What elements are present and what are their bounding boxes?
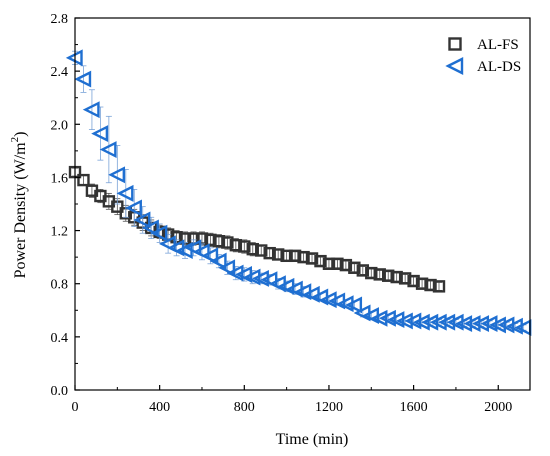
- data-point-triangle: [158, 235, 176, 253]
- data-point-triangle: [260, 271, 278, 289]
- data-point-triangle: [345, 296, 363, 314]
- data-point-square: [365, 266, 378, 280]
- data-point-square: [238, 240, 251, 253]
- data-point-square: [373, 268, 386, 281]
- data-point-square: [322, 257, 336, 270]
- data-point-triangle: [472, 315, 490, 333]
- x-tick-label: 1200: [315, 400, 343, 415]
- data-point-triangle: [412, 313, 430, 331]
- data-point-triangle: [125, 199, 142, 217]
- data-point-square: [398, 272, 412, 285]
- data-point-triangle: [184, 239, 202, 257]
- legend-marker-square: [448, 37, 462, 51]
- series-layer: [65, 49, 532, 336]
- y-axis-title-sup: 2: [9, 137, 21, 143]
- data-point-triangle: [421, 313, 439, 331]
- data-point-square: [424, 278, 437, 292]
- data-point-square: [280, 249, 293, 263]
- y-axis-title-end: ): [12, 132, 29, 137]
- data-point-triangle: [438, 313, 456, 331]
- data-point-square: [356, 264, 370, 277]
- data-point-triangle: [142, 219, 159, 237]
- data-point-triangle: [455, 315, 473, 333]
- y-tick-label: 2.4: [51, 65, 69, 80]
- x-tick-label: 800: [234, 400, 255, 415]
- data-point-square: [229, 238, 243, 252]
- y-tick-label: 1.6: [51, 171, 69, 186]
- data-point-square: [432, 280, 446, 293]
- data-point-square: [339, 258, 353, 272]
- y-tick-label: 2.8: [51, 12, 69, 27]
- x-tick-label: 400: [149, 400, 170, 415]
- legend: AL-FS AL-DS: [445, 37, 521, 75]
- data-point-triangle: [82, 101, 100, 119]
- x-tick-label: 1600: [400, 400, 428, 415]
- data-point-triangle: [192, 243, 210, 261]
- series-AL-DS: [65, 49, 532, 336]
- data-point-square: [382, 269, 395, 282]
- data-point-triangle: [91, 125, 109, 143]
- legend-marker-triangle: [445, 57, 464, 75]
- data-point-square: [305, 252, 319, 265]
- data-point-triangle: [463, 315, 481, 333]
- data-point-square: [288, 249, 302, 263]
- data-point-triangle: [429, 313, 447, 331]
- data-point-triangle: [395, 312, 413, 330]
- data-point-triangle: [209, 252, 227, 270]
- data-point-triangle: [201, 247, 219, 265]
- y-tick-label: 0.8: [51, 278, 69, 293]
- y-tick-label: 2.0: [51, 118, 69, 133]
- data-point-triangle: [74, 70, 92, 88]
- data-point-triangle: [370, 309, 388, 327]
- data-point-triangle: [489, 316, 506, 334]
- data-point-triangle: [133, 211, 151, 229]
- data-point-square: [263, 246, 276, 260]
- data-point-square: [390, 270, 403, 284]
- data-point-square: [415, 277, 429, 290]
- legend-label: AL-DS: [477, 59, 521, 75]
- data-point-square: [221, 236, 234, 249]
- data-point-square: [407, 274, 420, 288]
- y-axis-title: Power Density (W/m2): [9, 132, 29, 279]
- data-point-square: [246, 242, 259, 256]
- data-point-square: [255, 244, 268, 257]
- x-axis-title: Time (min): [276, 431, 349, 448]
- data-point-square: [271, 248, 285, 261]
- data-point-square: [212, 234, 226, 248]
- data-point-square: [348, 261, 361, 274]
- data-point-square: [204, 233, 217, 247]
- y-axis-title-main: Power Density (W/m: [12, 142, 29, 279]
- y-tick-label: 0.0: [51, 384, 69, 399]
- legend-label: AL-FS: [477, 37, 519, 53]
- data-point-triangle: [108, 166, 126, 184]
- data-point-square: [331, 257, 344, 270]
- x-tick-label: 0: [72, 400, 79, 415]
- y-tick-label: 1.2: [51, 225, 69, 240]
- axes-layer: 0 400 800 1200 1600 2000 0.0 0.4 0.8 1.2 1.6 2.0 2.4…: [51, 12, 531, 415]
- data-point-square: [314, 254, 327, 268]
- data-point-triangle: [99, 141, 117, 158]
- y-tick-label: 0.4: [51, 331, 69, 346]
- x-tick-label: 2000: [484, 400, 512, 415]
- data-point-triangle: [150, 224, 168, 242]
- data-point-triangle: [116, 184, 134, 202]
- data-point-square: [77, 173, 90, 187]
- data-point-triangle: [218, 259, 236, 277]
- data-point-square: [297, 250, 310, 264]
